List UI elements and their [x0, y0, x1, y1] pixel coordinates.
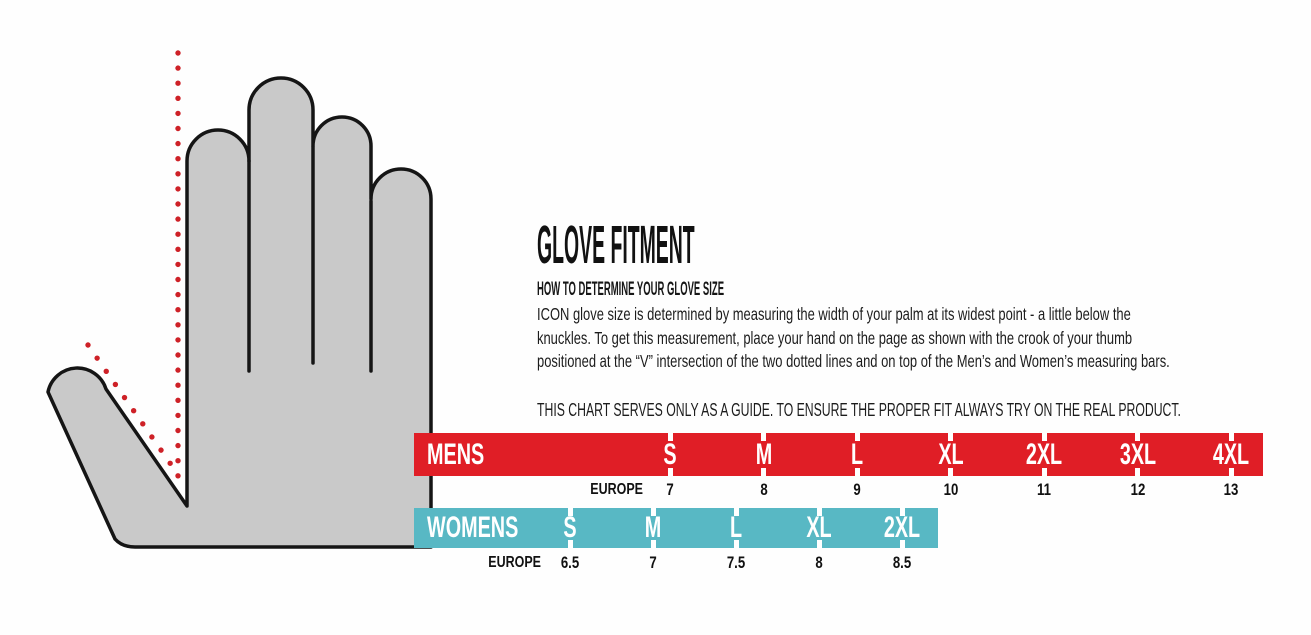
europe-size-value: 11: [1037, 481, 1051, 499]
europe-size-value: 13: [1223, 481, 1239, 499]
europe-size-value: 12: [1130, 481, 1145, 499]
womens-europe-row: EUROPE 6.5 7 7.5 8 8.5: [414, 554, 938, 572]
size-label: M: [755, 438, 772, 471]
section-subtitle: HOW TO DETERMINE YOUR GLOVE SIZE: [537, 279, 725, 300]
intro-line-3: positioned at the “V” intersection of th…: [537, 351, 1170, 371]
europe-size-value: 6.5: [560, 554, 580, 572]
tick-mark: [567, 508, 573, 516]
tick-mark: [567, 540, 573, 548]
europe-size-value: 8: [815, 554, 823, 572]
tick-mark: [733, 508, 739, 516]
tick-mark: [854, 433, 860, 441]
hand-outline: [46, 76, 433, 549]
finger-separator-lines: [247, 145, 373, 373]
mens-europe-row: EUROPE 7 8 9 10 11 12 13: [414, 481, 1263, 499]
europe-size-value: 7.5: [726, 554, 746, 572]
size-label: 3XL: [1119, 438, 1156, 471]
europe-size-value: 9: [853, 481, 861, 499]
size-label: M: [644, 511, 662, 544]
tick-mark: [854, 468, 860, 476]
size-label: 2XL: [1025, 438, 1063, 471]
size-label: XL: [937, 438, 964, 471]
mens-europe-label: EUROPE: [590, 481, 643, 498]
europe-size-value: 10: [943, 481, 958, 499]
mens-size-bar: MENS S M L XL 2XL 3XL 4XL: [414, 433, 1263, 476]
europe-size-value: 7: [666, 481, 674, 499]
intro-line-1: ICON glove size is determined by measuri…: [537, 304, 1131, 324]
tick-mark: [816, 508, 822, 516]
tick-mark: [899, 540, 905, 548]
size-label: S: [663, 438, 677, 471]
mens-bar-label: MENS: [427, 437, 485, 471]
tick-mark: [899, 508, 905, 516]
tick-mark: [1228, 433, 1234, 441]
womens-bar-label: WOMENS: [427, 511, 519, 544]
size-label: 4XL: [1212, 438, 1250, 471]
diagonal-dotted-measure-line: [85, 342, 182, 479]
size-label: S: [563, 511, 577, 544]
tick-mark: [948, 433, 953, 441]
tick-mark: [1135, 433, 1140, 441]
size-label: L: [729, 511, 743, 544]
tick-mark: [1041, 468, 1047, 476]
tick-mark: [650, 508, 656, 516]
intro-line-2: knuckles. To get this measurement, place…: [537, 327, 1133, 348]
europe-size-value: 7: [649, 554, 657, 572]
tick-mark: [1041, 433, 1047, 441]
europe-size-value: 8.5: [892, 554, 912, 572]
tick-mark: [1228, 468, 1234, 476]
womens-size-bar: WOMENS S M L XL 2XL: [414, 508, 938, 548]
tick-mark: [816, 540, 822, 548]
tick-mark: [667, 433, 673, 441]
tick-mark: [733, 540, 739, 548]
tick-mark: [1135, 468, 1140, 476]
intro-paragraph: ICON glove size is determined by measuri…: [537, 303, 1311, 374]
europe-size-value: 8: [759, 481, 768, 499]
womens-europe-label: EUROPE: [488, 554, 541, 571]
size-label: XL: [806, 511, 832, 544]
size-label: 2XL: [883, 511, 921, 544]
tick-mark: [667, 468, 673, 476]
tick-mark: [761, 433, 766, 441]
tick-mark: [761, 468, 766, 476]
tick-mark: [650, 540, 656, 548]
disclaimer-text: THIS CHART SERVES ONLY AS A GUIDE. TO EN…: [537, 400, 1181, 420]
page-title: GLOVE FITMENT: [537, 215, 695, 275]
tick-mark: [948, 468, 953, 476]
size-label: L: [850, 438, 864, 471]
